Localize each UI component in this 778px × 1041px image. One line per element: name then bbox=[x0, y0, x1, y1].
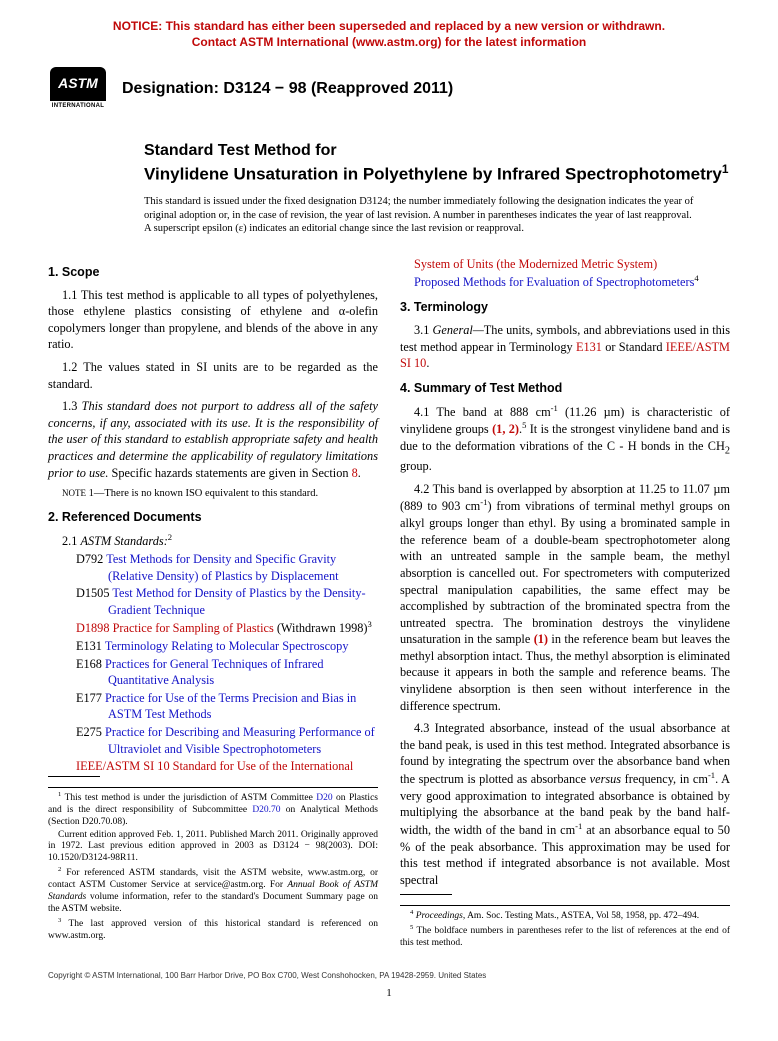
para-1-2: 1.2 The values stated in SI units are to… bbox=[48, 359, 378, 392]
terminology-heading: 3. Terminology bbox=[400, 299, 730, 316]
ref-d792: D792 Test Methods for Density and Specif… bbox=[62, 551, 378, 584]
page-number: 1 bbox=[48, 986, 730, 1001]
notice-banner: NOTICE: This standard has either been su… bbox=[48, 18, 730, 50]
footnote-4: 4 Proceedings, Am. Soc. Testing Mats., A… bbox=[400, 909, 730, 923]
col2-footnotes: 4 Proceedings, Am. Soc. Testing Mats., A… bbox=[400, 894, 730, 950]
footnote-5: 5 The boldface numbers in parentheses re… bbox=[400, 924, 730, 950]
body-columns: 1. Scope 1.1 This test method is applica… bbox=[48, 256, 730, 952]
ref-e177-link[interactable]: Practice for Use of the Terms Precision … bbox=[105, 691, 356, 722]
para-2-1: 2.1 ASTM Standards:2 bbox=[48, 532, 378, 550]
notice-line2: Contact ASTM International (www.astm.org… bbox=[192, 35, 586, 49]
para-4-1: 4.1 The band at 888 cm-1 (11.26 µm) is c… bbox=[400, 403, 730, 475]
ref-proposed: Proposed Methods for Evaluation of Spect… bbox=[400, 273, 730, 291]
para-4-3: 4.3 Integrated absorbance, instead of th… bbox=[400, 720, 730, 888]
fn-d20-link[interactable]: D20 bbox=[316, 793, 332, 803]
fn-d2070-link[interactable]: D20.70 bbox=[252, 805, 280, 815]
footnote-rule-2 bbox=[400, 894, 452, 895]
footnote-rule bbox=[48, 776, 100, 777]
footnote-1b: Current edition approved Feb. 1, 2011. P… bbox=[48, 830, 378, 866]
ref-d792-link[interactable]: Test Methods for Density and Specific Gr… bbox=[106, 552, 338, 583]
ref-proposed-link[interactable]: Proposed Methods for Evaluation of Spect… bbox=[414, 275, 694, 289]
scope-heading: 1. Scope bbox=[48, 264, 378, 281]
footnote-3: 3 The last approved version of this hist… bbox=[48, 917, 378, 943]
e131-inline-link[interactable]: E131 bbox=[576, 340, 602, 354]
para-4-2: 4.2 This band is overlapped by absorptio… bbox=[400, 481, 730, 714]
ref-e275: E275 Practice for Describing and Measuri… bbox=[62, 724, 378, 757]
logo-top: ASTM bbox=[50, 67, 106, 101]
title-block: Standard Test Method for Vinylidene Unsa… bbox=[144, 140, 730, 185]
ref-d1505: D1505 Test Method for Density of Plastic… bbox=[62, 585, 378, 618]
ref-si10: IEEE/ASTM SI 10 Standard for Use of the … bbox=[62, 758, 378, 775]
copyright-line: Copyright © ASTM International, 100 Barr… bbox=[48, 971, 730, 982]
notice-line1: NOTICE: This standard has either been su… bbox=[113, 19, 665, 33]
reference-list-cont: System of Units (the Modernized Metric S… bbox=[400, 256, 730, 291]
reference-list: D792 Test Methods for Density and Specif… bbox=[48, 551, 378, 775]
ref-d1898-link[interactable]: Practice for Sampling of Plastics bbox=[113, 621, 274, 635]
ref-d1898: D1898 Practice for Sampling of Plastics … bbox=[62, 619, 378, 637]
para-1-3: 1.3 This standard does not purport to ad… bbox=[48, 398, 378, 481]
ref-1-2-link[interactable]: (1, 2) bbox=[492, 422, 519, 436]
references-heading: 2. Referenced Documents bbox=[48, 509, 378, 526]
logo-bottom: INTERNATIONAL bbox=[52, 102, 104, 110]
astm-logo: ASTM INTERNATIONAL bbox=[48, 60, 108, 116]
designation-line: Designation: D3124 − 98 (Reapproved 2011… bbox=[122, 78, 453, 100]
ref-e275-link[interactable]: Practice for Describing and Measuring Pe… bbox=[105, 725, 375, 756]
title-main: Vinylidene Unsaturation in Polyethylene … bbox=[144, 162, 730, 185]
ref-si10-cont: System of Units (the Modernized Metric S… bbox=[400, 256, 730, 273]
ref-e168-link[interactable]: Practices for General Techniques of Infr… bbox=[105, 657, 323, 688]
title-kicker: Standard Test Method for bbox=[144, 140, 730, 162]
ref-d1505-link[interactable]: Test Method for Density of Plastics by t… bbox=[108, 586, 366, 617]
para-1-1: 1.1 This test method is applicable to al… bbox=[48, 287, 378, 353]
ref-e168: E168 Practices for General Techniques of… bbox=[62, 656, 378, 689]
intro-note: This standard is issued under the fixed … bbox=[144, 195, 700, 236]
summary-heading: 4. Summary of Test Method bbox=[400, 380, 730, 397]
ref-si10-link[interactable]: Standard for Use of the International bbox=[173, 759, 354, 773]
note-1: NOTE 1—There is no known ISO equivalent … bbox=[48, 487, 378, 501]
ref-e131: E131 Terminology Relating to Molecular S… bbox=[62, 638, 378, 655]
para-3-1: 3.1 General—The units, symbols, and abbr… bbox=[400, 322, 730, 372]
footnote-1: 1 This test method is under the jurisdic… bbox=[48, 791, 378, 829]
footnote-2: 2 For referenced ASTM standards, visit t… bbox=[48, 866, 378, 916]
ref-e131-link[interactable]: Terminology Relating to Molecular Spectr… bbox=[105, 639, 349, 653]
header: ASTM INTERNATIONAL Designation: D3124 − … bbox=[48, 60, 730, 116]
col1-footnotes: 1 This test method is under the jurisdic… bbox=[48, 776, 378, 943]
ref-1-link[interactable]: (1) bbox=[534, 632, 548, 646]
ref-e177: E177 Practice for Use of the Terms Preci… bbox=[62, 690, 378, 723]
